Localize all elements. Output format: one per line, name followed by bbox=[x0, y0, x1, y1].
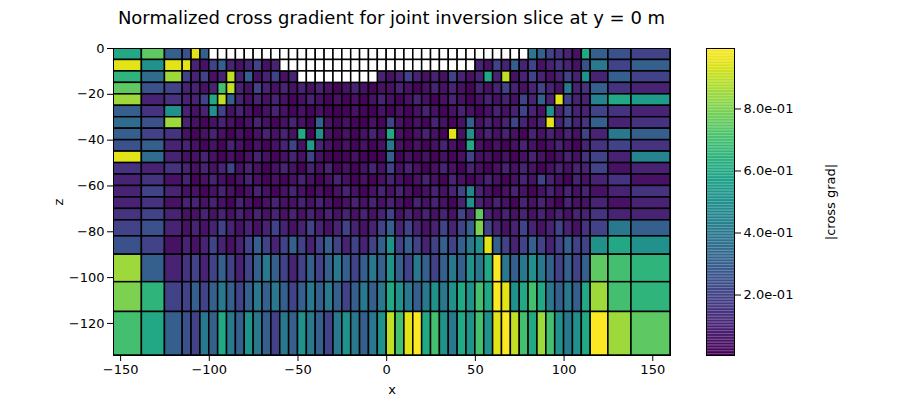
svg-text:−100: −100 bbox=[191, 362, 227, 377]
svg-text:150: 150 bbox=[640, 362, 665, 377]
svg-text:6.0e-01: 6.0e-01 bbox=[744, 163, 794, 178]
svg-text:8.0e-01: 8.0e-01 bbox=[744, 101, 794, 116]
html-text:Normalized cross gradient for: Normalized cross gradient for joint inve… bbox=[117, 7, 666, 28]
svg-text:−120: −120 bbox=[69, 316, 105, 331]
svg-text:4.0e-01: 4.0e-01 bbox=[744, 225, 794, 240]
svg-text:−20: −20 bbox=[77, 86, 104, 101]
svg-text:0: 0 bbox=[383, 362, 391, 377]
svg-text:−150: −150 bbox=[103, 362, 139, 377]
svg-text:0: 0 bbox=[96, 41, 104, 56]
svg-text:−60: −60 bbox=[77, 178, 104, 193]
svg-text:−40: −40 bbox=[77, 132, 104, 147]
svg-text:−80: −80 bbox=[77, 224, 104, 239]
svg-text:50: 50 bbox=[467, 362, 484, 377]
svg-text:2.0e-01: 2.0e-01 bbox=[744, 287, 794, 302]
svg-text:−50: −50 bbox=[284, 362, 311, 377]
svg-text:−100: −100 bbox=[69, 270, 105, 285]
svg-text:z: z bbox=[51, 198, 66, 205]
svg-text:100: 100 bbox=[552, 362, 577, 377]
svg-text:|cross grad|: |cross grad| bbox=[823, 164, 838, 240]
svg-text:x: x bbox=[388, 382, 396, 397]
